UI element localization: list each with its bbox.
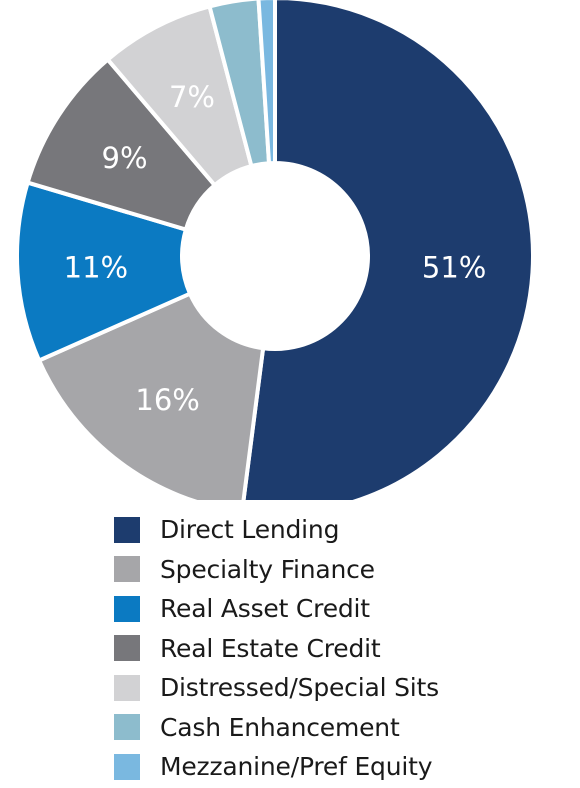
data-label-real-asset-credit: 11% (64, 251, 128, 285)
legend-label-mezzanine-pref-equity: Mezzanine/Pref Equity (160, 752, 433, 782)
slice-mezzanine-pref-equity (256, 0, 277, 166)
legend-label-real-asset-credit: Real Asset Credit (160, 594, 370, 624)
legend-swatch-real-asset-credit (114, 595, 140, 622)
legend-item-specialty-finance: Specialty Finance (114, 550, 439, 590)
donut-chart: 51%16%11%9%7%3%1% (15, 0, 535, 500)
slice-real-asset-credit (15, 180, 193, 364)
legend-swatch-specialty-finance (114, 556, 140, 583)
legend-item-mezzanine-pref-equity: Mezzanine/Pref Equity (114, 747, 439, 787)
slice-real-estate-credit (25, 56, 218, 233)
slice-direct-lending (241, 0, 535, 500)
legend-label-cash-enhancement: Cash Enhancement (160, 712, 400, 742)
legend-swatch-mezzanine-pref-equity (114, 753, 140, 780)
legend-swatch-cash-enhancement (114, 714, 140, 741)
legend-label-distressed-special-sits: Distressed/Special Sits (160, 673, 439, 703)
legend-item-direct-lending: Direct Lending (114, 510, 439, 550)
legend-swatch-real-estate-credit (114, 635, 140, 662)
legend-swatch-distressed-special-sits (114, 674, 140, 701)
legend-item-distressed-special-sits: Distressed/Special Sits (114, 668, 439, 708)
legend-label-specialty-finance: Specialty Finance (160, 554, 375, 584)
legend-label-direct-lending: Direct Lending (160, 515, 340, 545)
legend-swatch-direct-lending (114, 516, 140, 543)
legend-label-real-estate-credit: Real Estate Credit (160, 633, 381, 663)
data-label-real-estate-credit: 9% (102, 141, 148, 175)
chart-legend: Direct Lending Specialty Finance Real As… (114, 510, 439, 787)
legend-item-cash-enhancement: Cash Enhancement (114, 708, 439, 748)
data-label-specialty-finance: 16% (135, 383, 199, 417)
legend-item-real-asset-credit: Real Asset Credit (114, 589, 439, 629)
data-label-direct-lending: 51% (422, 251, 486, 285)
data-label-distressed-special-sits: 7% (169, 80, 215, 114)
legend-item-real-estate-credit: Real Estate Credit (114, 629, 439, 669)
slice-specialty-finance (36, 291, 266, 500)
